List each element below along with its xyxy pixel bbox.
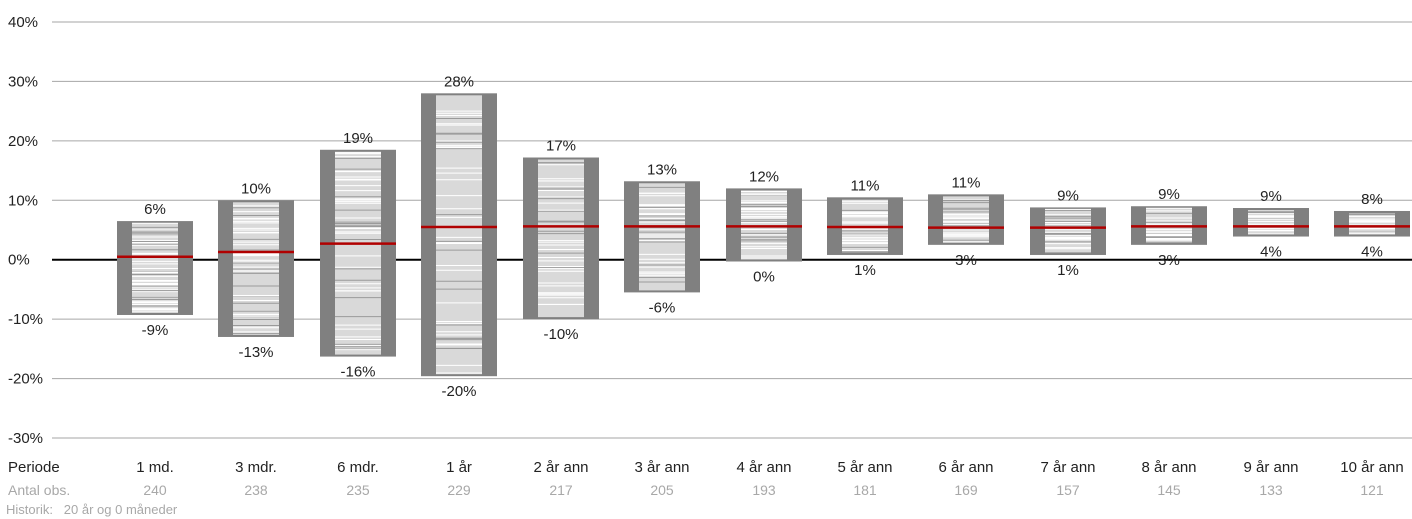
max-label: 28% [444,73,474,90]
category-label: 8 år ann [1141,459,1196,476]
range-box [1131,206,1207,245]
observation-count: 229 [447,482,471,498]
min-label: -13% [238,344,273,361]
category-label: 1 md. [136,459,174,476]
category-label: 6 år ann [938,459,993,476]
range-box [1334,210,1410,237]
category-label: 3 mdr. [235,459,277,476]
observation-count: 238 [244,482,268,498]
observation-count: 145 [1157,482,1181,498]
range-box-distribution [436,95,482,375]
observation-count: 240 [143,482,167,498]
range-box [218,200,294,337]
range-box [320,149,396,357]
range-box [523,157,599,320]
range-box [928,194,1004,245]
category-label: 9 år ann [1243,459,1298,476]
observation-count: 193 [752,482,776,498]
min-label: -16% [340,364,375,381]
category-label: 6 mdr. [337,459,379,476]
observation-count: 181 [853,482,877,498]
observation-count: 235 [346,482,370,498]
min-label: 0% [753,268,775,285]
y-tick-label: -20% [8,371,43,388]
category-label: 5 år ann [837,459,892,476]
observation-count: 169 [954,482,978,498]
history-footer: Historik: 20 år og 0 måneder [6,502,177,517]
range-box [1030,207,1106,255]
max-label: 13% [647,161,677,178]
y-tick-label: 20% [8,133,38,150]
max-label: 11% [851,177,880,194]
data-labels: 6% -9% 10% -13% 19% -16% 28% -20% 17% -10% 13% -6% 1… [142,73,1383,400]
category-label: 3 år ann [634,459,689,476]
y-tick-label: -10% [8,311,43,328]
min-label: 1% [854,262,876,279]
range-boxes [117,93,1410,377]
range-box [1233,208,1309,237]
row-label-period: Periode [8,459,60,476]
y-axis-ticks: -30% -20% -10% 0% 10% 20% 30% 40% [8,14,43,447]
max-label: 19% [343,130,373,147]
observation-count: 121 [1360,482,1384,498]
range-box [827,197,903,255]
row-label-observations: Antal obs. [8,482,70,498]
min-label: 4% [1260,244,1282,261]
max-label: 9% [1260,188,1282,205]
range-box [726,188,802,262]
category-label: 1 år [446,459,472,476]
y-tick-label: 30% [8,73,38,90]
max-label: 10% [241,180,271,197]
range-box [117,221,193,315]
range-box [624,181,700,293]
min-label: 1% [1057,262,1079,279]
max-label: 11% [952,174,981,191]
range-box-distribution [741,190,787,260]
max-label: 6% [144,201,166,218]
max-label: 8% [1361,191,1383,208]
range-box-distribution [335,151,381,355]
max-label: 9% [1057,187,1079,204]
category-label: 7 år ann [1040,459,1095,476]
min-label: 3% [1158,252,1180,269]
max-label: 12% [749,168,779,185]
max-label: 9% [1158,186,1180,203]
min-label: 3% [955,252,977,269]
min-label: -20% [441,383,476,400]
max-label: 17% [546,137,576,154]
category-label: 2 år ann [533,459,588,476]
min-label: -10% [543,326,578,343]
range-box-distribution [233,202,279,335]
min-label: 4% [1361,244,1383,261]
observation-count: 205 [650,482,674,498]
range-box [421,93,497,377]
min-label: -6% [649,299,676,316]
category-label: 10 år ann [1340,459,1403,476]
observation-count: 157 [1056,482,1080,498]
range-box-distribution [538,159,584,318]
history-label: Historik: [6,502,53,517]
observation-count: 133 [1259,482,1283,498]
history-value: 20 år og 0 måneder [63,502,178,517]
y-tick-label: 40% [8,14,38,31]
y-tick-label: 10% [8,192,38,209]
observation-count: 217 [549,482,573,498]
min-label: -9% [142,322,169,339]
category-rows: Periode Antal obs. 1 md. 240 3 mdr. 238 6 md… [8,459,1404,498]
y-tick-label: -30% [8,430,43,447]
y-tick-label: 0% [8,252,30,269]
category-label: 4 år ann [736,459,791,476]
